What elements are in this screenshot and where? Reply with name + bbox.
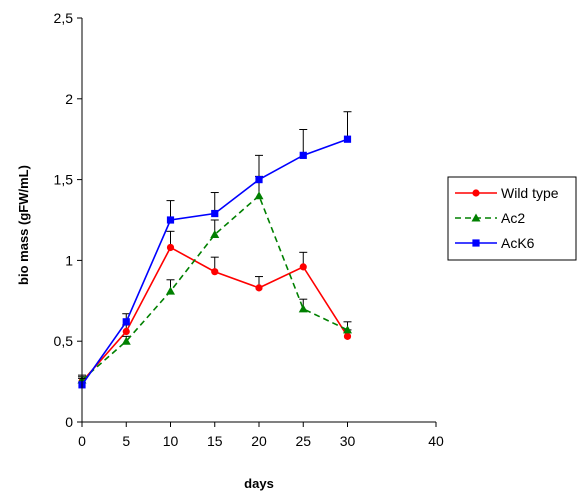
data-point [210,230,220,239]
data-point [122,318,130,326]
y-tick-label: 2,5 [54,10,74,26]
x-tick-label: 15 [207,433,223,449]
data-point [121,336,131,345]
data-point [211,209,219,218]
x-tick-label: 10 [163,433,179,449]
legend-marker [472,189,480,197]
x-axis-title: days [244,476,274,491]
series-ack6 [78,111,352,389]
data-point [343,135,352,143]
data-point [255,284,263,292]
data-point [343,325,352,334]
legend-item: Ac2 [455,210,525,226]
plot-area [77,111,352,389]
data-point [166,286,175,295]
y-tick-label: 0,5 [54,333,74,349]
data-point [343,332,352,340]
legend-label: Wild type [501,185,559,201]
y-tick-label: 1 [65,252,73,268]
legend-marker [471,213,481,222]
data-point [166,216,175,224]
series-wild-type [78,230,352,386]
x-tick-label: 0 [78,433,86,449]
y-tick-label: 1,5 [54,172,74,188]
legend: Wild type Ac2 AcK6 [447,176,577,261]
legend-marker [472,239,480,247]
data-point [254,191,264,200]
data-point [299,151,307,159]
data-point [166,243,175,252]
legend-item: Wild type [455,185,559,201]
y-tick-label: 0 [65,414,73,430]
data-point [122,327,130,336]
data-point [255,176,263,184]
y-axis-ticks: 0 0,5 1 1,5 2 2,5 [54,10,82,430]
data-point [211,268,219,276]
y-axis-title: bio mass (gFW/mL) [16,165,31,285]
x-axis-ticks: 0 5 10 15 20 25 30 40 [78,422,444,449]
data-point [299,263,307,271]
legend-item: AcK6 [455,235,535,251]
x-tick-label: 20 [251,433,267,449]
x-tick-label: 30 [340,433,356,449]
axes: 0 0,5 1 1,5 2 2,5 0 5 10 15 20 25 30 40 [54,10,444,449]
x-tick-label: 25 [295,433,311,449]
x-tick-label: 5 [122,433,130,449]
y-tick-label: 2 [65,91,73,107]
legend-label: Ac2 [501,210,525,226]
data-point [298,304,308,313]
legend-label: AcK6 [501,235,535,251]
x-tick-label: 40 [428,433,444,449]
